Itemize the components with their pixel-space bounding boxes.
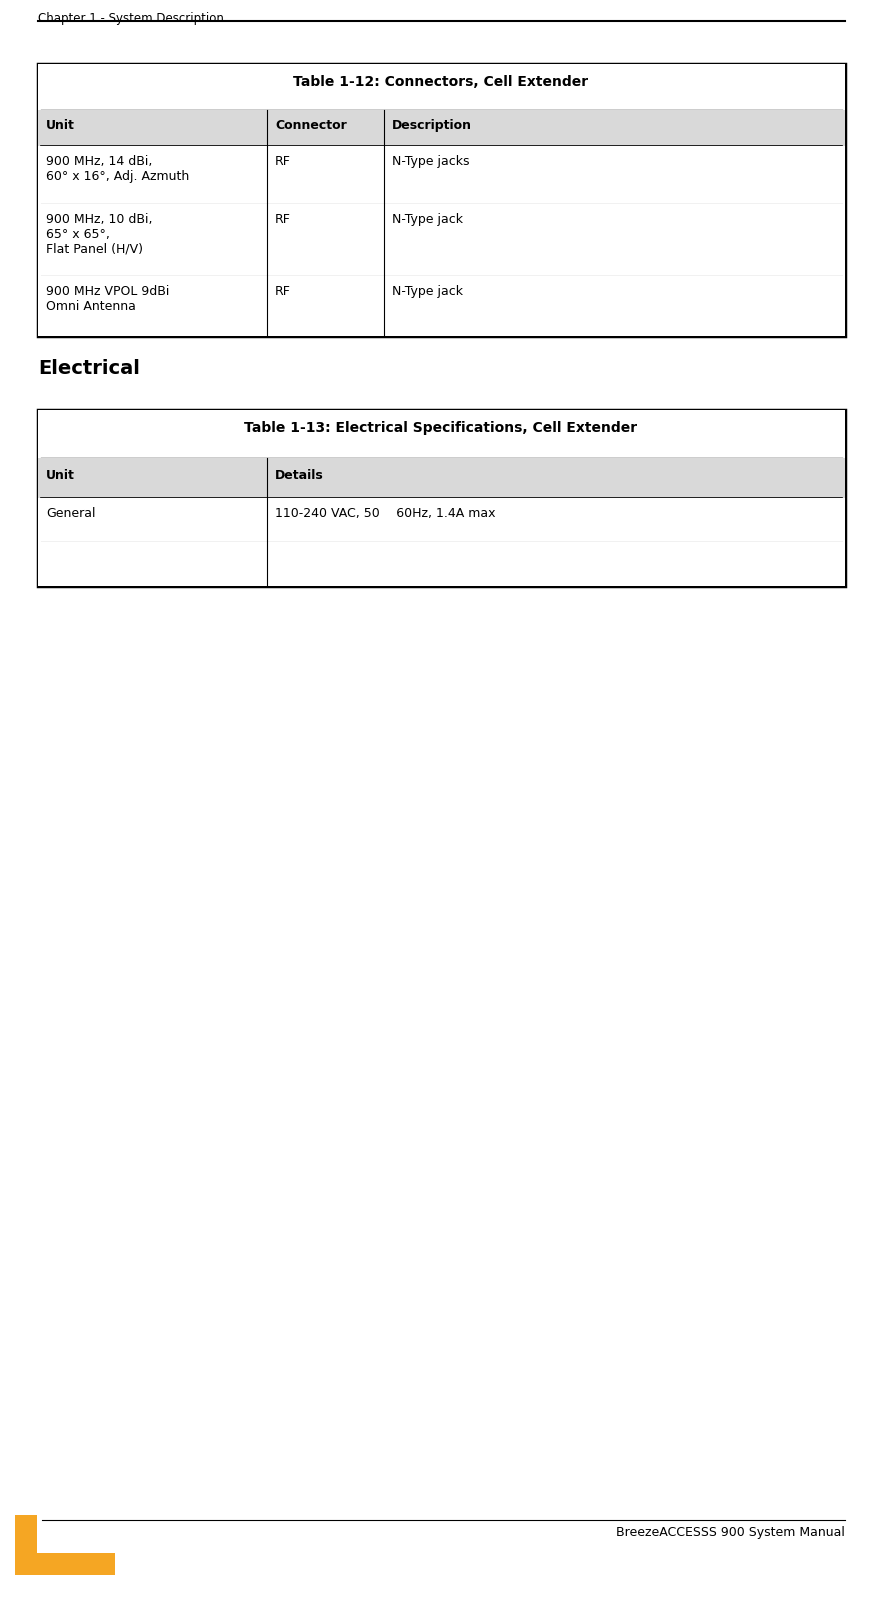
Text: N-Type jacks: N-Type jacks <box>392 156 469 169</box>
Bar <box>38 411 845 459</box>
Text: 110-240 VAC, 50  60Hz, 1.4A max: 110-240 VAC, 50 60Hz, 1.4A max <box>275 507 496 520</box>
Bar <box>38 459 845 499</box>
Text: 1-14: 1-14 <box>20 1562 52 1575</box>
Text: N-Type jack: N-Type jack <box>392 284 463 299</box>
Text: Table 1-12: Connectors, Cell Extender: Table 1-12: Connectors, Cell Extender <box>294 75 588 88</box>
Text: Connector: Connector <box>275 119 346 132</box>
Text: 900 MHz, 14 dBi,
60° x 16°, Adj. Azmuth: 900 MHz, 14 dBi, 60° x 16°, Adj. Azmuth <box>46 156 189 183</box>
Text: 900 MHz, 10 dBi,
65° x 65°,
Flat Panel (H/V): 900 MHz, 10 dBi, 65° x 65°, Flat Panel (… <box>46 213 153 255</box>
Text: Table 1-13: Electrical Specifications, Cell Extender: Table 1-13: Electrical Specifications, C… <box>245 421 638 435</box>
Bar <box>38 111 845 148</box>
Text: N-Type jack: N-Type jack <box>392 213 463 226</box>
Bar <box>41 414 842 584</box>
Bar <box>38 276 845 337</box>
Bar <box>38 411 845 587</box>
Bar <box>15 1554 115 1575</box>
Text: Unit: Unit <box>46 469 75 482</box>
Bar <box>41 67 842 334</box>
Text: Chapter 1 - System Description: Chapter 1 - System Description <box>38 11 224 26</box>
Text: RF: RF <box>275 284 291 299</box>
Text: Unit: Unit <box>46 119 75 132</box>
Text: 900 MHz VPOL 9dBi
Omni Antenna: 900 MHz VPOL 9dBi Omni Antenna <box>46 284 169 313</box>
Text: RF: RF <box>275 156 291 169</box>
Bar <box>38 205 845 276</box>
Text: Electrical: Electrical <box>38 360 139 377</box>
Text: Description: Description <box>392 119 472 132</box>
Text: RF: RF <box>275 213 291 226</box>
Bar <box>38 148 845 205</box>
Text: BreezeACCESSS 900 System Manual: BreezeACCESSS 900 System Manual <box>617 1525 845 1538</box>
Text: General: General <box>46 507 96 520</box>
Bar <box>38 64 845 337</box>
Bar <box>15 1515 37 1575</box>
Bar <box>38 499 845 542</box>
Text: Details: Details <box>275 469 324 482</box>
Bar <box>38 542 845 587</box>
Bar <box>38 64 845 111</box>
